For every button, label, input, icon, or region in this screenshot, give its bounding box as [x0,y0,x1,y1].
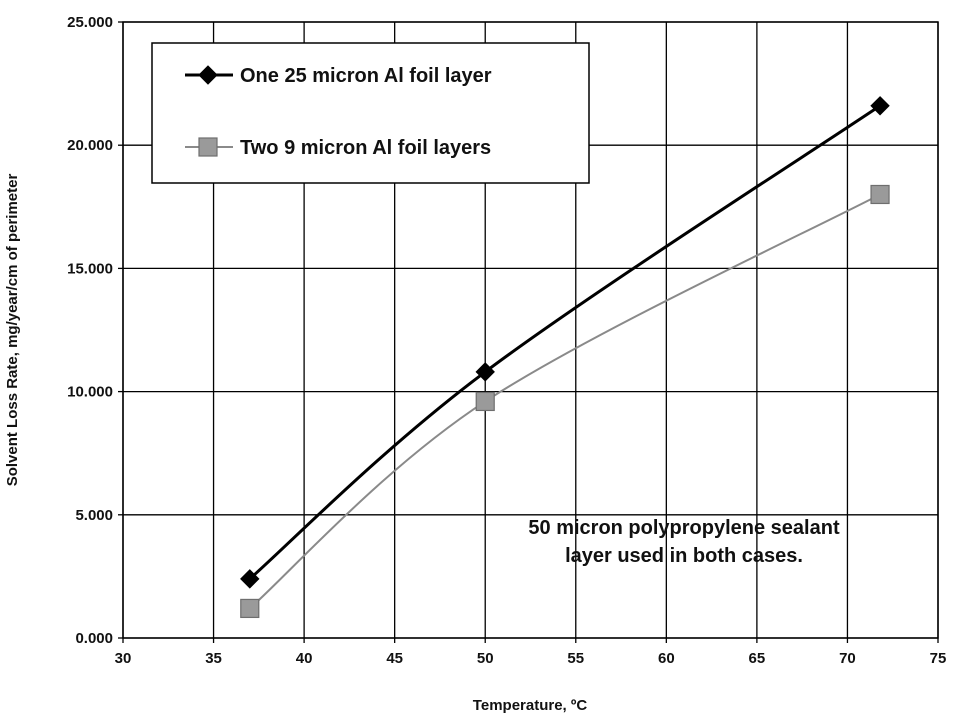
legend-marker-1 [198,65,218,85]
y-tick-labels: 0.000 5.000 10.000 15.000 20.000 25.000 [67,14,113,647]
legend-marker-2 [198,137,218,157]
y-tick-label-1: 5.000 [75,507,113,524]
annotation-line-2: layer used in both cases. [565,545,803,567]
series-1-point-2 [475,362,495,382]
x-tick-label-4: 50 [477,650,494,667]
x-tick-label-8: 70 [839,650,856,667]
y-tick-label-2: 10.000 [67,384,113,401]
y-axis-title: Solvent Loss Rate, mg/year/cm of perimet… [4,174,21,487]
series-2-point-1 [240,598,260,619]
series-1-point-3 [870,96,890,116]
y-tick-label-0: 0.000 [75,630,113,647]
series-2-line [249,193,881,610]
legend-items: One 25 micron Al foil layer Two 9 micron … [185,65,492,159]
x-tick-label-6: 60 [658,650,675,667]
legend-label-1: One 25 micron Al foil layer [240,65,492,87]
x-tick-label-3: 45 [386,650,403,667]
x-tick-label-9: 75 [930,650,947,667]
legend-label-2: Two 9 micron Al foil layers [240,137,491,159]
legend-box [151,42,590,184]
y-tick-label-3: 15.000 [67,260,113,277]
series-2-point-2 [475,391,495,412]
series-1 [240,96,890,589]
x-axis-title: Temperature, ºC [473,697,588,714]
legend: One 25 micron Al foil layer Two 9 micron … [151,42,590,184]
x-tick-label-2: 40 [296,650,313,667]
series-2 [240,184,890,619]
series-2-point-3 [870,184,890,205]
x-tick-label-5: 55 [567,650,584,667]
annotation-line-1: 50 micron polypropylene sealant [528,517,840,539]
series-1-point-1 [240,569,260,589]
y-tick-label-4: 20.000 [67,137,113,154]
x-tick-label-0: 30 [115,650,132,667]
y-tick-label-5: 25.000 [67,14,113,31]
plot-border [122,21,939,639]
annotation: 50 micron polypropylene sealant layer us… [528,517,840,567]
x-tick-label-1: 35 [205,650,222,667]
x-tick-label-7: 65 [749,650,766,667]
series-1-line [248,104,881,580]
x-tick-labels: 30 35 40 45 50 55 60 65 70 75 [115,650,947,667]
series-group [240,96,890,619]
